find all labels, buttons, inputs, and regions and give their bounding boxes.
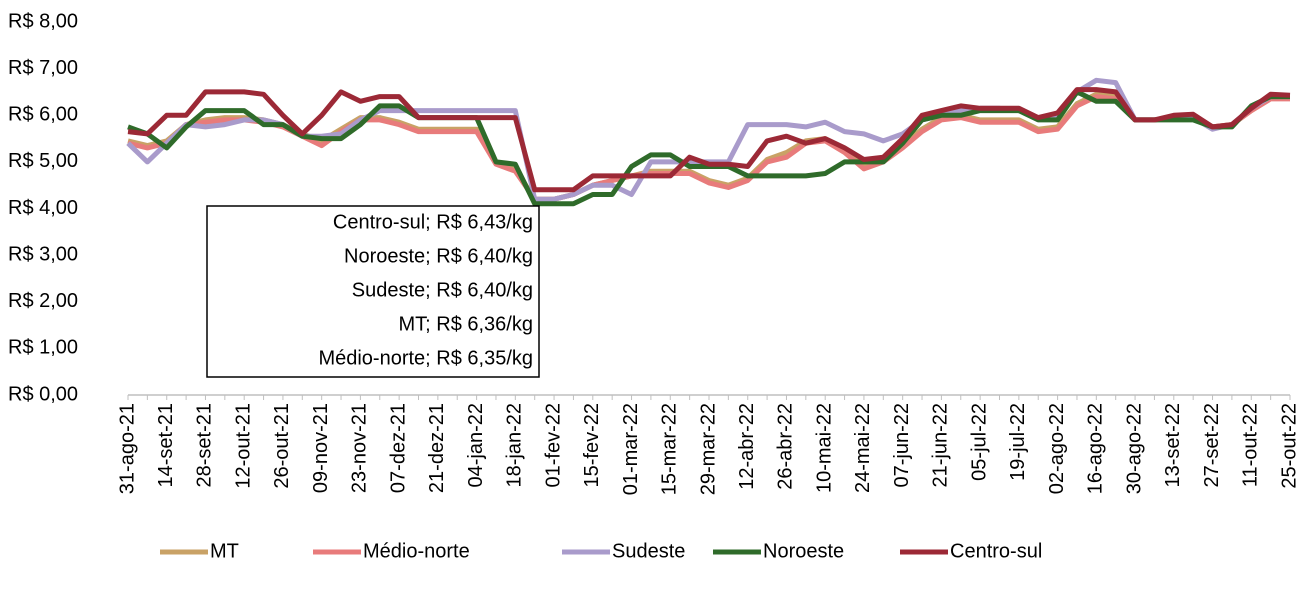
- annotation: Sudeste; R$ 6,40/kg: [352, 279, 533, 301]
- x-tick-label: 09-nov-21: [310, 403, 332, 493]
- legend-label: Centro-sul: [950, 540, 1042, 562]
- x-tick-label: 19-jul-22: [1007, 403, 1029, 481]
- x-tick-label: 01-fev-22: [542, 403, 564, 488]
- x-tick-label: 15-fev-22: [581, 403, 603, 488]
- x-tick-label: 04-jan-22: [465, 403, 487, 488]
- x-tick-label: 10-mai-22: [813, 403, 835, 493]
- series-line: [127, 89, 1290, 207]
- y-tick-label: R$ 6,00: [8, 104, 78, 126]
- x-tick-label: 14-set-21: [155, 403, 177, 488]
- x-tick-label: 26-abr-22: [775, 403, 797, 490]
- x-tick-label: 02-ago-22: [1046, 403, 1068, 494]
- x-tick-label: 12-abr-22: [736, 403, 758, 490]
- x-tick-label: 24-mai-22: [852, 403, 874, 493]
- x-tick-label: 29-mar-22: [697, 403, 719, 495]
- annotation-box: [206, 205, 540, 378]
- x-tick-label: 05-jul-22: [968, 403, 990, 481]
- legend-label: Sudeste: [612, 540, 685, 562]
- x-tick-label: 21-dez-21: [426, 403, 448, 493]
- x-tick-label: 07-jun-22: [891, 403, 913, 488]
- y-tick-label: R$ 8,00: [8, 10, 78, 32]
- x-tick-label: 30-ago-22: [1123, 403, 1145, 494]
- legend-label: Médio-norte: [363, 540, 470, 562]
- x-tick-label: 28-set-21: [194, 403, 216, 488]
- x-tick-label: 12-out-21: [232, 403, 254, 489]
- annotation: Noroeste; R$ 6,40/kg: [344, 245, 533, 267]
- annotation: Médio-norte; R$ 6,35/kg: [318, 347, 533, 369]
- y-tick-label: R$ 4,00: [8, 197, 78, 219]
- y-tick-label: R$ 1,00: [8, 337, 78, 359]
- x-tick-label: 26-out-21: [271, 403, 293, 489]
- x-tick-label: 27-set-22: [1201, 403, 1223, 488]
- legend-label: Noroeste: [763, 540, 844, 562]
- annotation: MT; R$ 6,36/kg: [398, 313, 533, 335]
- y-tick-label: R$ 0,00: [8, 383, 78, 405]
- x-tick-label: 25-out-22: [1278, 403, 1300, 489]
- x-tick-label: 13-set-22: [1162, 403, 1184, 488]
- x-tick-label: 11-out-22: [1240, 403, 1262, 487]
- series-line: [127, 94, 1290, 202]
- x-tick-label: 21-jun-22: [930, 403, 952, 488]
- x-tick-label: 15-mar-22: [659, 403, 681, 495]
- y-tick-label: R$ 5,00: [8, 150, 78, 172]
- series-line: [127, 87, 1291, 193]
- y-tick-label: R$ 3,00: [8, 243, 78, 265]
- y-tick-label: R$ 2,00: [8, 290, 78, 312]
- legend-label: MT: [210, 540, 239, 562]
- x-tick-label: 07-dez-21: [387, 403, 409, 493]
- x-tick-label: 16-ago-22: [1085, 403, 1107, 494]
- x-tick-label: 23-nov-21: [349, 403, 371, 493]
- y-tick-label: R$ 7,00: [8, 57, 78, 79]
- annotation: Centro-sul; R$ 6,43/kg: [333, 211, 533, 233]
- x-tick-label: 18-jan-22: [504, 403, 526, 488]
- x-tick-label: 01-mar-22: [620, 403, 642, 495]
- x-tick-label: 31-ago-21: [116, 403, 138, 494]
